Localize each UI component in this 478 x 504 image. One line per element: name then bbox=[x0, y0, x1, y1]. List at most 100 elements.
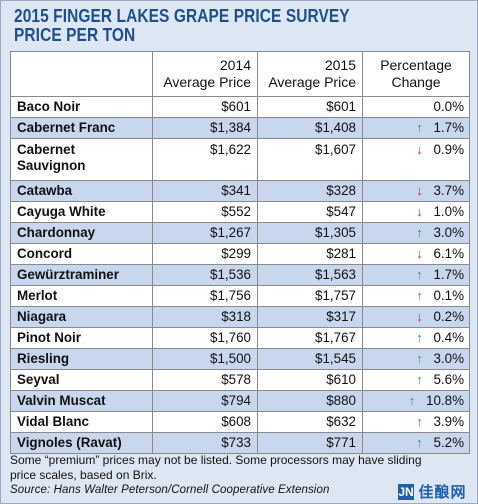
table-row: Merlot $1,756 $1,757 ↑ 0.1% bbox=[10, 285, 470, 307]
percent-change-cell: ↑ 0.4% bbox=[362, 327, 470, 349]
percent-change-cell: · 0.0% bbox=[362, 96, 470, 118]
arrow-down-icon: ↓ bbox=[416, 183, 423, 198]
chart-subtitle: PRICE PER TON bbox=[14, 25, 136, 45]
percent-change-value: 5.6% bbox=[433, 372, 464, 387]
percent-change-cell: ↓ 3.7% bbox=[362, 180, 470, 202]
arrow-up-icon: ↑ bbox=[416, 267, 423, 282]
variety-name: Chardonnay bbox=[10, 222, 153, 244]
variety-name: Niagara bbox=[10, 306, 153, 328]
table-row: Concord $299 $281 ↓ 6.1% bbox=[10, 243, 470, 265]
arrow-up-icon: ↑ bbox=[416, 330, 423, 345]
table-row: Vignoles (Ravat) $733 $771 ↑ 5.2% bbox=[10, 432, 470, 454]
table-row: Cabernet Franc $1,384 $1,408 ↑ 1.7% bbox=[10, 117, 470, 139]
arrow-up-icon: ↑ bbox=[416, 435, 423, 450]
price-2014-cell: $1,536 bbox=[152, 264, 258, 286]
price-2014-cell: $1,384 bbox=[152, 117, 258, 139]
percent-change-cell: ↓ 6.1% bbox=[362, 243, 470, 265]
table-row: Niagara $318 $317 ↓ 0.2% bbox=[10, 306, 470, 328]
price-2015-cell: $1,305 bbox=[257, 222, 363, 244]
percent-change-cell: ↑ 1.7% bbox=[362, 117, 470, 139]
price-table: 2014 Average Price 2015 Average Price Perc… bbox=[10, 51, 470, 454]
percent-change-cell: ↑ 10.8% bbox=[362, 390, 470, 412]
arrow-down-icon: ↓ bbox=[416, 142, 423, 157]
price-2015-cell: $880 bbox=[257, 390, 363, 412]
arrow-up-icon: ↑ bbox=[416, 120, 423, 135]
table-row: Catawba $341 $328 ↓ 3.7% bbox=[10, 180, 470, 202]
logo-text: 佳酿网 bbox=[418, 483, 467, 501]
price-2014-cell: $601 bbox=[152, 96, 258, 118]
header-row: 2014 Average Price 2015 Average Price Perc… bbox=[10, 51, 470, 97]
table-row: Vidal Blanc $608 $632 ↑ 3.9% bbox=[10, 411, 470, 433]
price-2015-cell: $1,545 bbox=[257, 348, 363, 370]
variety-name: Concord bbox=[10, 243, 153, 265]
variety-name: Pinot Noir bbox=[10, 327, 153, 349]
variety-name: Catawba bbox=[10, 180, 153, 202]
arrow-up-icon: ↑ bbox=[416, 372, 423, 387]
table-row: Riesling $1,500 $1,545 ↑ 3.0% bbox=[10, 348, 470, 370]
price-2015-cell: $1,563 bbox=[257, 264, 363, 286]
percent-change-value: 0.2% bbox=[433, 309, 464, 324]
arrow-down-icon: ↓ bbox=[416, 204, 423, 219]
table-row: Seyval $578 $610 ↑ 5.6% bbox=[10, 369, 470, 391]
price-2015-cell: $771 bbox=[257, 432, 363, 454]
footnote: Some “premium” prices may not be listed.… bbox=[10, 453, 422, 482]
arrow-down-icon: ↓ bbox=[416, 246, 423, 261]
price-2014-cell: $1,760 bbox=[152, 327, 258, 349]
header-2015: 2015 Average Price bbox=[257, 51, 363, 97]
percent-change-cell: ↑ 0.1% bbox=[362, 285, 470, 307]
price-2014-cell: $341 bbox=[152, 180, 258, 202]
percent-change-value: 3.7% bbox=[433, 183, 464, 198]
percent-change-value: 5.2% bbox=[433, 435, 464, 450]
table-row: Valvin Muscat $794 $880 ↑ 10.8% bbox=[10, 390, 470, 412]
table-row: Cabernet Sauvignon $1,622 $1,607 ↓ 0.9% bbox=[10, 138, 470, 181]
table-body: Baco Noir$601$601·0.0%Cabernet Franc$1,3… bbox=[10, 96, 470, 454]
percent-change-value: 0.4% bbox=[433, 330, 464, 345]
price-2014-cell: $1,756 bbox=[152, 285, 258, 307]
arrow-up-icon: ↑ bbox=[416, 225, 423, 240]
price-2015-cell: $1,607 bbox=[257, 138, 363, 181]
price-2014-cell: $794 bbox=[152, 390, 258, 412]
percent-change-value: 1.7% bbox=[433, 120, 464, 135]
percent-change-value: 1.0% bbox=[433, 204, 464, 219]
price-2014-cell: $608 bbox=[152, 411, 258, 433]
variety-name: Cabernet Sauvignon bbox=[10, 138, 153, 181]
price-2015-cell: $632 bbox=[257, 411, 363, 433]
arrow-up-icon: ↑ bbox=[416, 414, 423, 429]
variety-name: Baco Noir bbox=[10, 96, 153, 118]
table-row: Chardonnay $1,267 $1,305 ↑ 3.0% bbox=[10, 222, 470, 244]
percent-change-cell: ↓ 1.0% bbox=[362, 201, 470, 223]
percent-change-cell: ↑ 1.7% bbox=[362, 264, 470, 286]
price-2014-cell: $1,500 bbox=[152, 348, 258, 370]
price-2015-cell: $1,757 bbox=[257, 285, 363, 307]
chart-title-block: 2015 FINGER LAKES GRAPE PRICE SURVEY PRI… bbox=[14, 7, 350, 45]
variety-name: Vidal Blanc bbox=[10, 411, 153, 433]
price-2014-cell: $552 bbox=[152, 201, 258, 223]
arrow-up-icon: ↑ bbox=[408, 393, 416, 408]
header-variety bbox=[10, 51, 153, 97]
percent-change-value: 3.0% bbox=[433, 351, 464, 366]
percent-change-value: 0.9% bbox=[433, 142, 464, 157]
percent-change-cell: ↑ 5.2% bbox=[362, 432, 470, 454]
table-row: Gewürztraminer $1,536 $1,563 ↑ 1.7% bbox=[10, 264, 470, 286]
header-percent-change: Percentage Change bbox=[362, 51, 470, 97]
variety-name: Cabernet Franc bbox=[10, 117, 153, 139]
variety-name: Riesling bbox=[10, 348, 153, 370]
source-credit: Source: Hans Walter Peterson/Cornell Coo… bbox=[10, 484, 330, 496]
header-2014: 2014 Average Price bbox=[152, 51, 258, 97]
percent-change-cell: ↑ 3.0% bbox=[362, 348, 470, 370]
variety-name: Vignoles (Ravat) bbox=[10, 432, 153, 454]
percent-change-cell: ↑ 5.6% bbox=[362, 369, 470, 391]
price-2014-cell: $1,622 bbox=[152, 138, 258, 181]
percent-change-cell: ↑ 3.9% bbox=[362, 411, 470, 433]
arrow-up-icon: ↑ bbox=[416, 351, 423, 366]
price-2015-cell: $328 bbox=[257, 180, 363, 202]
percent-change-value: 10.8% bbox=[426, 393, 464, 408]
price-2014-cell: $318 bbox=[152, 306, 258, 328]
price-2015-cell: $601 bbox=[257, 96, 363, 118]
price-2014-cell: $1,267 bbox=[152, 222, 258, 244]
percent-change-cell: ↑ 3.0% bbox=[362, 222, 470, 244]
price-2015-cell: $1,767 bbox=[257, 327, 363, 349]
percent-change-value: 0.1% bbox=[433, 288, 464, 303]
price-2015-cell: $610 bbox=[257, 369, 363, 391]
price-2014-cell: $299 bbox=[152, 243, 258, 265]
